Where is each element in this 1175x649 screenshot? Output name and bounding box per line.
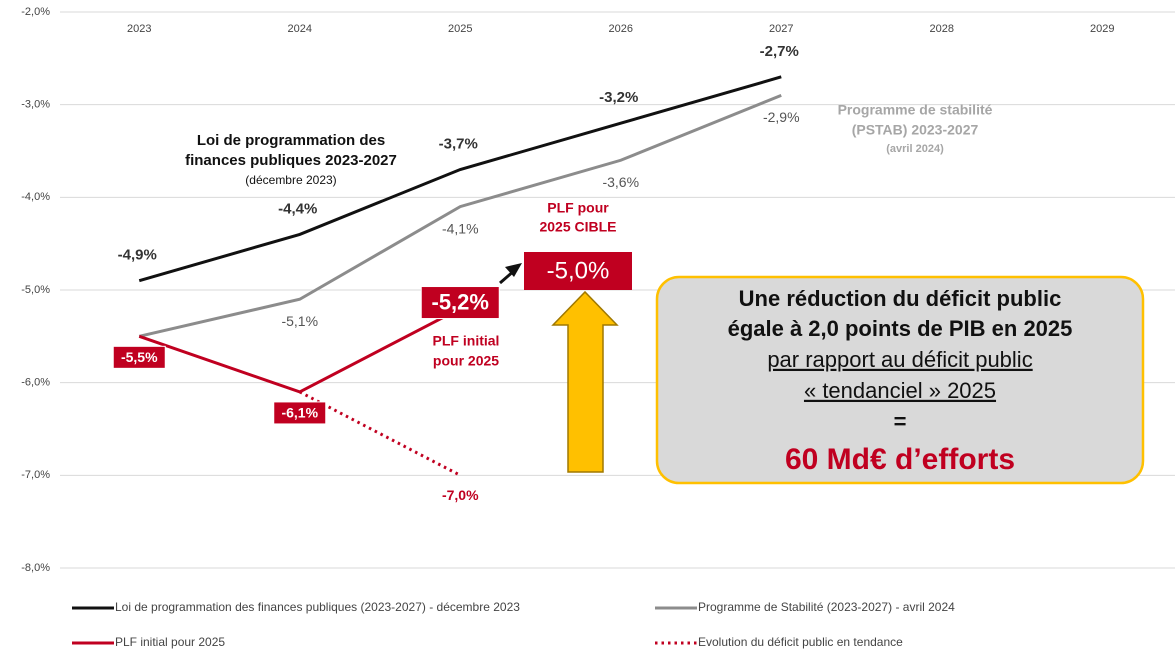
legend-label: Programme de Stabilité (2023-2027) - avr… (698, 600, 955, 614)
series-line (138, 307, 461, 394)
box-text: 60 Md€ d’efforts (785, 443, 1015, 476)
annotation: finances publiques 2023-2027 (185, 152, 397, 169)
value-label: -5,5% (121, 349, 158, 365)
y-tick-label: -7,0% (21, 469, 50, 481)
series-line (299, 390, 461, 477)
box-text: par rapport au déficit public (767, 347, 1032, 372)
up-arrow (551, 290, 619, 473)
annotation: Loi de programmation des (197, 132, 385, 149)
series-line (138, 94, 782, 338)
box-text: Une réduction du déficit public (739, 286, 1062, 311)
value-label: -4,4% (278, 200, 317, 217)
series-line (138, 75, 782, 283)
y-tick-label: -2,0% (21, 6, 50, 18)
legend-label: Evolution du déficit public en tendance (698, 635, 903, 649)
annotation: (avril 2024) (886, 143, 944, 155)
x-tick-label: 2027 (769, 23, 793, 35)
target-arrow-head (505, 263, 522, 277)
legend-label: PLF initial pour 2025 (115, 635, 225, 649)
value-label: -4,1% (442, 220, 479, 236)
value-label: -3,2% (599, 89, 638, 106)
value-label: -7,0% (442, 487, 479, 503)
y-tick-label: -8,0% (21, 562, 50, 574)
value-label-box (420, 286, 500, 320)
x-tick-label: 2025 (448, 23, 472, 35)
value-label-box (112, 345, 166, 369)
plot: -2,0% -3,0% -4,0% -5,0% -6,0% -7,0% -8,0% 2023 2… (21, 6, 1175, 649)
annotation: Programme de stabilité (838, 102, 993, 118)
x-tick-label: 2023 (127, 23, 151, 35)
x-tick-label: 2029 (1090, 23, 1114, 35)
annotation: pour 2025 (433, 353, 499, 369)
x-tick-label: 2026 (609, 23, 633, 35)
value-label: -4,9% (118, 247, 157, 264)
value-label: -6,1% (281, 405, 318, 421)
value-label: -5,2% (432, 289, 489, 314)
value-label-box (273, 401, 327, 425)
annotation: PLF initial (433, 333, 500, 349)
y-tick-label: -6,0% (21, 377, 50, 389)
callout-box (655, 275, 1145, 485)
x-tick-label: 2028 (930, 23, 954, 35)
y-tick-label: -4,0% (21, 191, 50, 203)
box-text: égale à 2,0 points de PIB en 2025 (728, 316, 1073, 341)
y-tick-label: -5,0% (21, 284, 50, 296)
target-text: 2025 CIBLE (539, 219, 616, 235)
annotation: (PSTAB) 2023-2027 (852, 122, 979, 138)
box-text: « tendanciel » 2025 (804, 378, 996, 403)
target-box (524, 252, 632, 290)
target-text: PLF pour (547, 200, 609, 216)
value-label: -3,7% (439, 136, 478, 153)
legend-label: Loi de programmation des finances publiq… (115, 600, 520, 614)
target-label: -5,0% (547, 257, 610, 284)
value-label: -3,6% (602, 174, 639, 190)
box-text: = (894, 409, 907, 434)
value-label: -5,1% (281, 313, 318, 329)
value-label: -2,9% (763, 109, 800, 125)
y-tick-label: -3,0% (21, 99, 50, 111)
annotation: (décembre 2023) (245, 173, 336, 187)
value-label: -2,7% (760, 43, 799, 60)
x-tick-label: 2024 (288, 23, 312, 35)
